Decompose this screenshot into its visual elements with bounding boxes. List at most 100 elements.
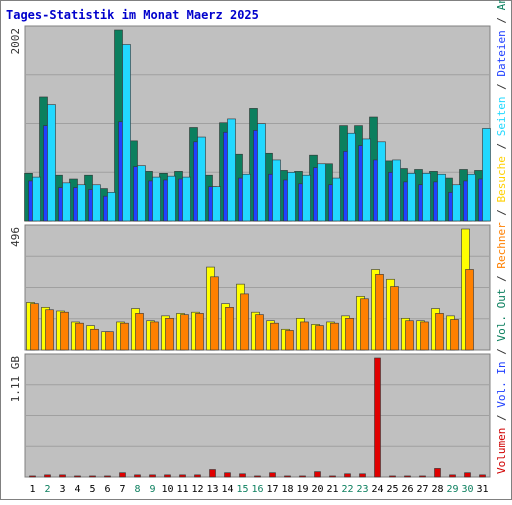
bar-seiten-day-11 [182,176,191,222]
y-scale-label: 496 [9,227,22,247]
x-tick-label-day-17: 17 [266,484,278,495]
bar-seiten-day-5 [92,184,101,222]
right-legend: Volumen / Vol. In / Vol. Out / Rechner /… [495,0,508,474]
bar-seiten-day-10 [167,175,176,222]
legend-part-4: Vol. Out [495,289,508,342]
bar-seiten-day-17 [272,159,281,222]
x-axis-labels: 1 2 3 4 5 6 7 8 9 10 11 12 13 14 15 16 17 18 19 20 21 22 23 24 2… [29,484,488,495]
bar-volumen-day-23 [359,473,366,478]
legend-part-7: / [495,202,508,222]
bar-seiten-day-13 [212,186,221,222]
x-tick-label-day-9: 9 [149,484,155,495]
bar-seiten-day-24 [377,141,386,222]
x-tick-label-day-25: 25 [386,484,398,495]
bar-volumen-day-16 [254,475,261,478]
bar-volumen-day-9 [149,474,156,478]
bar-rechner-day-27 [420,321,429,351]
bar-seiten-day-26 [407,173,416,222]
bar-volumen-day-8 [134,474,141,478]
bar-volumen-day-24 [374,357,381,478]
bar-volumen-day-29 [449,474,456,478]
x-tick-label-day-26: 26 [401,484,413,495]
x-tick-label-day-29: 29 [446,484,458,495]
bar-rechner-day-20 [315,325,324,351]
x-tick-label-day-5: 5 [89,484,95,495]
y-scale-label: 1.11 GB [9,356,22,403]
bar-rechner-day-21 [330,322,339,351]
x-tick-label-day-22: 22 [341,484,353,495]
x-tick-label-day-23: 23 [356,484,368,495]
y-scale-labels: 2002 496 1.11 GB [9,28,22,402]
bar-rechner-day-7 [120,322,129,351]
bar-rechner-day-10 [165,317,174,351]
bar-seiten-day-22 [347,132,356,222]
bar-seiten-day-15 [242,173,251,222]
bar-volumen-day-20 [314,471,321,478]
x-tick-label-day-10: 10 [161,484,173,495]
x-tick-label-day-2: 2 [44,484,50,495]
legend-part-1: / [495,408,508,428]
legend-part-0: Volumen [495,428,508,474]
bar-rechner-day-5 [90,328,99,351]
bar-rechner-day-13 [210,276,219,351]
bar-seiten-day-18 [287,172,296,222]
x-tick-label-day-30: 30 [461,484,473,495]
bar-seiten-day-8 [137,165,146,222]
bar-seiten-day-19 [302,174,311,222]
bar-seiten-day-16 [257,123,266,222]
bar-volumen-day-14 [224,472,231,478]
x-tick-label-day-15: 15 [236,484,248,495]
x-tick-label-day-20: 20 [311,484,323,495]
bar-rechner-day-18 [285,330,294,351]
chart-panel-1 [24,25,491,222]
bar-volumen-day-3 [59,474,66,478]
bar-volumen-day-22 [344,473,351,478]
legend-part-12: Dateien [495,30,508,76]
legend-part-8: Besuche [495,156,508,202]
bar-rechner-day-28 [435,313,444,351]
bar-volumen-day-11 [179,474,186,478]
panels-layer [24,25,491,478]
bar-rechner-day-1 [30,303,39,351]
bar-seiten-day-4 [77,184,86,222]
bar-seiten-day-29 [452,184,461,222]
x-tick-label-day-11: 11 [176,484,188,495]
y-scale-label: 2002 [9,28,22,55]
bar-volumen-day-30 [464,472,471,478]
x-tick-label-day-3: 3 [59,484,65,495]
bar-volumen-day-7 [119,472,126,478]
bar-volumen-day-28 [434,468,441,478]
bar-volumen-day-25 [389,475,396,478]
bar-rechner-day-26 [405,320,414,351]
x-tick-label-day-8: 8 [134,484,140,495]
bar-rechner-day-14 [225,307,234,351]
bar-volumen-day-27 [419,475,426,478]
x-tick-label-day-24: 24 [371,484,383,495]
bar-volumen-day-26 [404,475,411,478]
bar-volumen-day-18 [284,475,291,478]
bar-seiten-day-25 [392,159,401,222]
bar-volumen-day-2 [44,474,51,478]
bar-rechner-day-6 [105,331,114,351]
bar-rechner-day-4 [75,322,84,351]
x-tick-label-day-18: 18 [281,484,293,495]
legend-part-13: / [495,10,508,30]
legend-part-3: / [495,342,508,362]
chart-panel-2 [24,224,491,351]
bar-volumen-day-19 [299,475,306,478]
x-tick-label-day-1: 1 [29,484,35,495]
legend-part-10: Seiten [495,96,508,136]
bar-seiten-day-30 [467,173,476,222]
legend-part-14: Anfragen [495,0,508,10]
bar-volumen-day-12 [194,474,201,478]
bar-rechner-day-24 [375,274,384,351]
x-tick-label-day-13: 13 [206,484,218,495]
legend-part-5: / [495,269,508,289]
x-tick-label-day-21: 21 [326,484,338,495]
legend-part-6: Rechner [495,222,508,269]
x-tick-label-day-16: 16 [251,484,263,495]
bar-seiten-day-6 [107,192,116,222]
bar-seiten-day-2 [47,104,56,222]
bar-seiten-day-23 [362,138,371,222]
bar-volumen-day-13 [209,469,216,478]
